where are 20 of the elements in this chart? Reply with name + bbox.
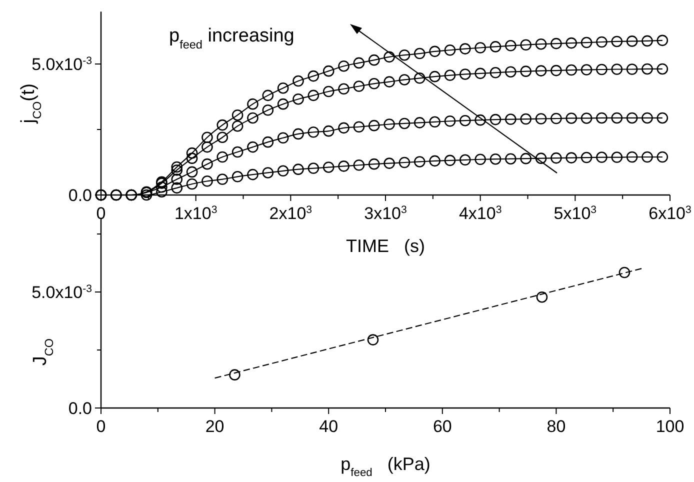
x-tick-label: 2x10$^{3}$ bbox=[269, 204, 312, 223]
y-tick-label: 0.0 bbox=[68, 399, 92, 418]
x-tick-label: 5x10$^{3}$ bbox=[554, 204, 597, 223]
x-axis-title: TIME (s) bbox=[346, 236, 425, 256]
x-tick-label: 3x10$^{3}$ bbox=[364, 204, 408, 223]
x-tick-label: 60 bbox=[432, 417, 452, 436]
x-tick-label: 4x10$^{3}$ bbox=[458, 204, 502, 223]
x-tick-label: 0 bbox=[96, 204, 106, 223]
x-tick-label: 100 bbox=[656, 417, 684, 436]
x-tick-label: 40 bbox=[319, 417, 338, 436]
annotation: p$_{feed}$ increasing bbox=[169, 26, 294, 52]
x-tick-label: 20 bbox=[205, 417, 224, 436]
x-tick-label: 80 bbox=[546, 417, 566, 436]
y-tick-label: 0.0 bbox=[68, 186, 92, 205]
y-tick-label: 5.0x10$^{-3}$ bbox=[32, 55, 92, 74]
text: p$_{feed}$ (kPa) bbox=[340, 454, 430, 479]
x-tick-label: 6x10$^{3}$ bbox=[648, 204, 692, 223]
y-tick-label: 5.0x10$^{-3}$ bbox=[32, 283, 92, 302]
x-tick-label: 1x10$^{3}$ bbox=[174, 204, 218, 223]
x-tick-label: 0 bbox=[96, 417, 106, 436]
